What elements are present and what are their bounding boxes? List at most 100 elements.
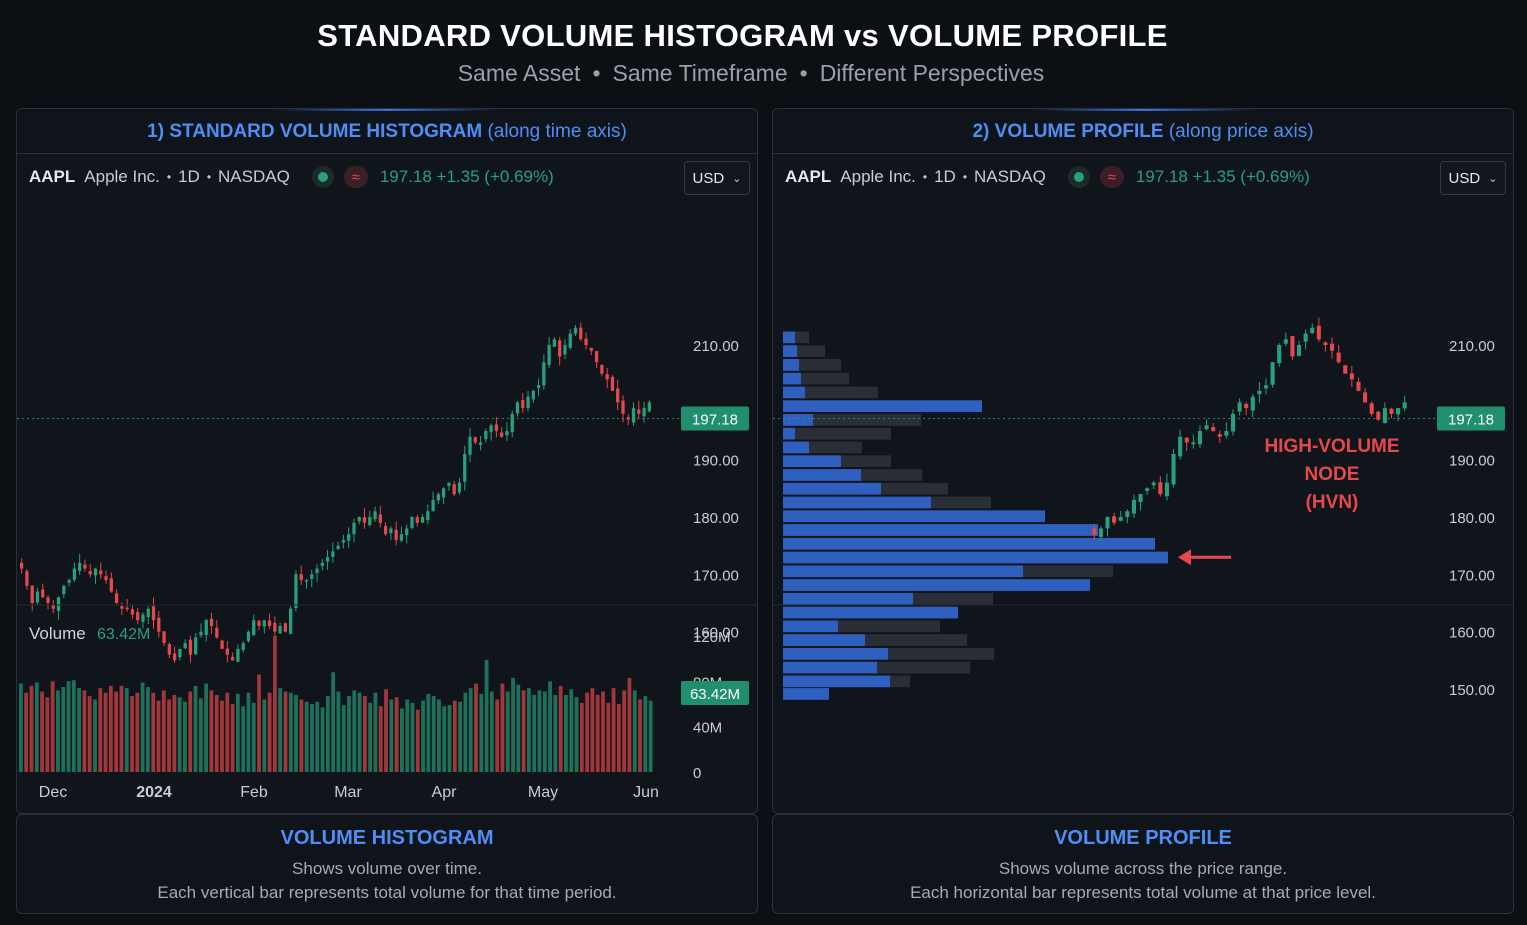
candle	[573, 324, 578, 336]
currency-dropdown[interactable]: USD ⌄	[1440, 161, 1506, 195]
candle	[231, 652, 235, 661]
price-tick-label: 210.00	[693, 338, 739, 355]
candle	[1197, 425, 1203, 448]
volume-bar	[246, 692, 251, 772]
symbol-ticker[interactable]: AAPL	[785, 167, 832, 186]
candle-body	[1389, 408, 1394, 414]
candle	[626, 414, 630, 426]
candle-body	[626, 417, 630, 420]
candle-body	[1211, 427, 1216, 431]
candle-body	[1402, 402, 1407, 409]
candle-body	[573, 327, 578, 334]
volume-bar	[548, 681, 552, 772]
candle-body	[347, 534, 351, 541]
candle-body	[278, 625, 282, 634]
candle-body	[83, 564, 87, 569]
candle	[1376, 410, 1381, 422]
profile-level	[783, 551, 1168, 564]
volume-bar	[648, 700, 653, 772]
volume-bar	[135, 692, 140, 772]
candle-body	[1158, 482, 1163, 495]
candle-body	[642, 408, 646, 417]
candle-body	[515, 402, 520, 414]
volume-bar	[251, 702, 256, 772]
hvn-annotation: HIGH-VOLUME NODE (HVN)	[1236, 433, 1428, 517]
candle-body	[616, 388, 620, 403]
legend-separator: •	[922, 170, 928, 184]
candle	[304, 578, 309, 589]
wave-icon[interactable]: ≈	[1099, 166, 1124, 188]
profile-bar-highlight	[783, 592, 913, 605]
candle	[157, 610, 161, 638]
volume-bar	[241, 706, 246, 772]
candle-body	[1330, 343, 1335, 351]
volume-bar	[161, 690, 166, 772]
candle	[1158, 476, 1163, 497]
symbol-interval[interactable]: 1D	[178, 167, 200, 186]
volume-bar	[124, 688, 129, 772]
description-line: Shows volume across the price range.	[998, 859, 1288, 878]
candle	[1244, 401, 1249, 415]
price-tick-label: 180.00	[693, 510, 739, 527]
candle-body	[1224, 431, 1229, 436]
profile-chart[interactable]: 210.00 190.00 180.00 170.00 160.00 150.00 197.…	[773, 199, 1513, 813]
candle	[1112, 512, 1117, 526]
volume-bar	[627, 677, 632, 772]
candle-body	[194, 637, 198, 654]
symbol-exchange: NASDAQ	[974, 167, 1046, 186]
candle	[431, 491, 435, 512]
profile-bar-total	[783, 386, 878, 399]
volume-bar	[500, 683, 505, 772]
candle-body	[394, 529, 398, 540]
candle	[1363, 387, 1368, 403]
candle-body	[99, 570, 103, 575]
candle-body	[1145, 488, 1150, 491]
candle-body	[631, 408, 636, 423]
candle-body	[236, 648, 240, 662]
profile-bar-total	[783, 331, 809, 344]
candle	[46, 595, 50, 610]
volume-bar	[442, 706, 447, 772]
symbol-interval[interactable]: 1D	[934, 167, 956, 186]
volume-bar	[378, 706, 383, 772]
profile-bar-highlight	[783, 620, 838, 633]
candle-body	[473, 437, 477, 443]
histogram-chart[interactable]: 210.00190.00180.00170.00160.00150.00197.…	[17, 199, 757, 813]
candle	[178, 648, 182, 661]
wave-icon[interactable]: ≈	[343, 166, 368, 188]
profile-level	[783, 620, 940, 633]
volume-bar	[479, 693, 484, 772]
profile-level	[783, 359, 841, 371]
volume-bar	[82, 690, 87, 772]
symbol-ticker[interactable]: AAPL	[29, 167, 76, 186]
candle-body	[536, 385, 541, 388]
candle-body	[594, 351, 599, 363]
volume-bar	[220, 700, 224, 772]
profile-bar-highlight	[783, 496, 931, 509]
currency-dropdown[interactable]: USD ⌄	[684, 161, 750, 195]
volume-bar	[601, 691, 605, 772]
candle	[315, 564, 319, 582]
volume-bar	[468, 688, 473, 772]
candle-body	[25, 571, 29, 586]
candle	[336, 541, 340, 550]
profile-bar-highlight	[783, 579, 1090, 591]
volume-bar	[24, 692, 29, 772]
price-quote: 197.18 +1.35 (+0.69%)	[379, 167, 554, 186]
volume-bar	[405, 699, 410, 772]
candle	[25, 569, 29, 590]
volume-bar	[341, 705, 346, 772]
time-tick-label: May	[528, 784, 558, 801]
candle	[1402, 395, 1407, 412]
candle	[399, 526, 404, 543]
volume-bar	[384, 689, 388, 772]
volume-bar	[484, 659, 489, 772]
volume-last-badge	[681, 681, 749, 705]
candle-body	[146, 608, 150, 617]
candle	[1257, 381, 1262, 403]
candle-body	[1376, 411, 1381, 420]
candle-body	[489, 425, 493, 433]
panel-title-main: STANDARD VOLUME HISTOGRAM	[169, 121, 483, 142]
panel-title-main: VOLUME PROFILE	[994, 121, 1164, 142]
candle-body	[294, 574, 298, 609]
